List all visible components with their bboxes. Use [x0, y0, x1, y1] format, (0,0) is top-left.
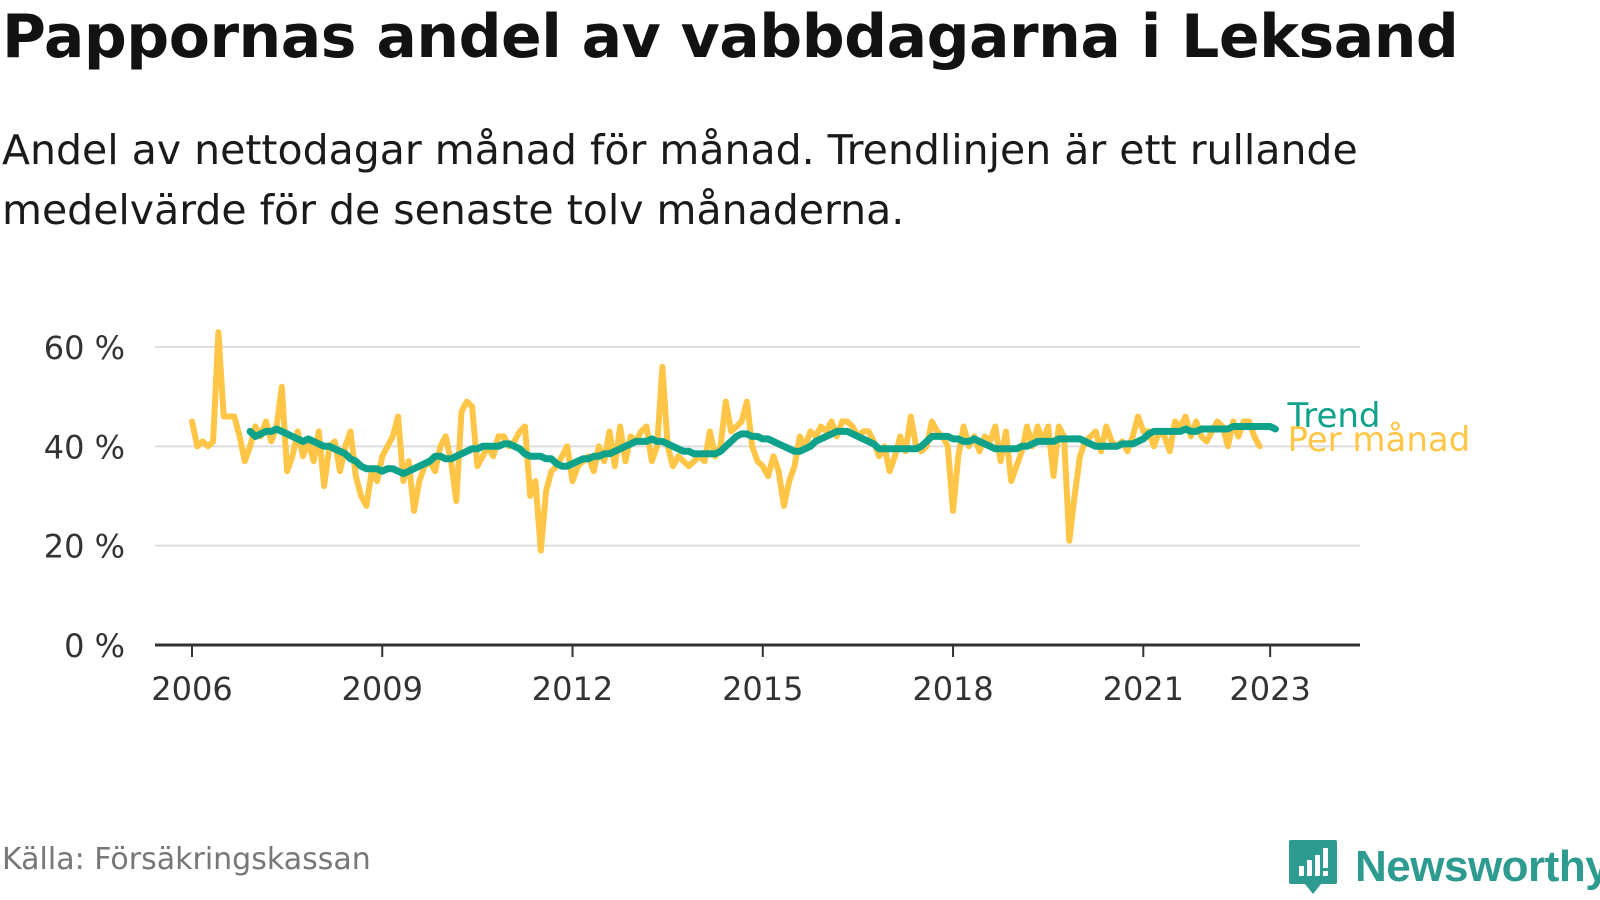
x-tick-label: 2009 — [342, 670, 423, 708]
brand-name: Newsworthy — [1355, 842, 1600, 891]
chart-title: Pappornas andel av vabbdagarna i Leksand — [2, 2, 1459, 72]
y-axis-ticks: 0 % 20 % 40 % 60 % — [44, 329, 125, 665]
newsworthy-logo-icon — [1289, 840, 1337, 894]
x-tick-label: 2012 — [532, 670, 613, 708]
series-lines — [189, 329, 1279, 554]
source-note: Källa: Försäkringskassan — [2, 842, 371, 877]
series-line-per-manad — [189, 329, 1263, 554]
series-label-trend: Trend — [1286, 396, 1380, 436]
x-tick-label: 2021 — [1103, 670, 1184, 708]
series-line-trend — [246, 423, 1279, 478]
y-tick-label: 0 % — [64, 627, 125, 665]
x-axis: 2006 2009 2012 2015 2018 2021 2023 — [151, 643, 1360, 708]
x-tick-label: 2015 — [722, 670, 803, 708]
y-tick-label: 20 % — [44, 528, 125, 566]
series-label-per-manad: Per månad — [1287, 420, 1470, 460]
chart-subtitle: Andel av nettodagar månad för månad. Tre… — [2, 126, 1358, 234]
gridlines — [155, 346, 1360, 547]
y-tick-label: 60 % — [44, 329, 125, 367]
x-tick-label: 2006 — [151, 670, 232, 708]
x-tick-label: 2018 — [912, 670, 993, 708]
line-chart: 0 % 20 % 40 % 60 % 2006 2009 2012 2015 2018 2021… — [44, 329, 1471, 708]
y-tick-label: 40 % — [44, 428, 125, 466]
x-tick-label: 2023 — [1229, 670, 1310, 708]
newsworthy-logo: Newsworthy — [1287, 838, 1600, 896]
